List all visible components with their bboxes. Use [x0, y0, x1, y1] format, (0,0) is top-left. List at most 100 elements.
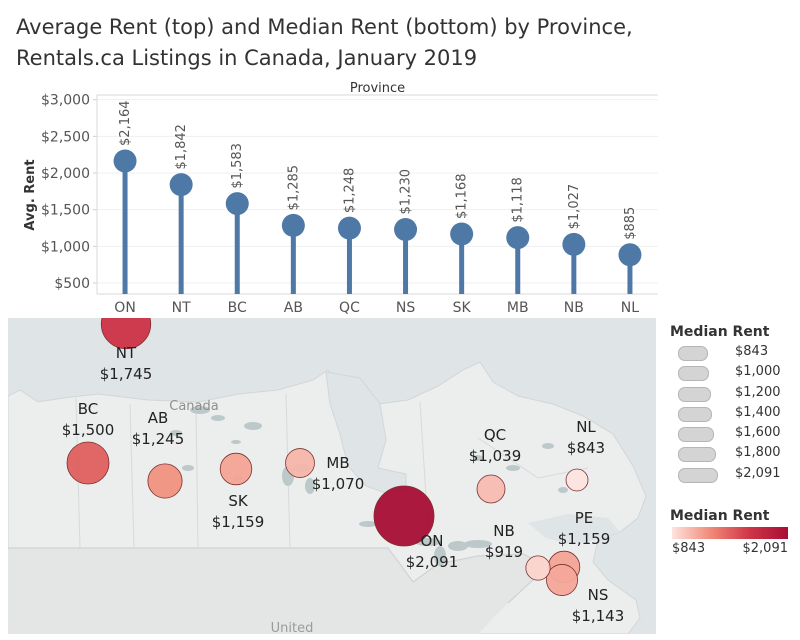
color-legend-ramp: [672, 527, 788, 539]
map-value-qc: $1,039: [469, 447, 522, 465]
value-label-ns: $1,230: [399, 169, 414, 215]
x-tick-label-on: ON: [114, 300, 136, 316]
value-label-qc: $1,248: [342, 168, 357, 214]
x-tick-label-mb: MB: [507, 300, 529, 316]
size-legend-symbol: [678, 346, 708, 361]
lollipop-dot-nt: [169, 173, 193, 197]
size-legend-entry: $1,800: [666, 444, 796, 464]
lake: [231, 440, 241, 444]
size-legend-symbol: [678, 447, 716, 463]
color-legend-max: $2,091: [742, 541, 789, 556]
color-legend-ends: $843 $2,091: [672, 539, 789, 556]
size-legend-entry: $2,091: [666, 465, 796, 485]
lollipop-dot-on: [113, 149, 137, 173]
map-label-united: United: [271, 621, 314, 634]
map-province-ab: AB: [148, 409, 169, 427]
map-value-mb: $1,070: [312, 475, 365, 493]
color-legend: Median Rent $843 $2,091: [666, 508, 796, 556]
value-label-bc: $1,583: [230, 143, 245, 189]
size-legend-label: $1,400: [735, 404, 781, 420]
x-tick-label-qc: QC: [339, 300, 360, 316]
map-province-bc: BC: [78, 400, 99, 418]
size-legend-entry: $1,000: [666, 363, 796, 383]
map-circle-on: [373, 485, 435, 547]
size-legend-symbol: [678, 366, 710, 382]
x-tick-label-ns: NS: [396, 300, 415, 316]
gulf-of-st-lawrence: [528, 514, 620, 544]
size-legend-label: $843: [735, 344, 769, 359]
map-circle-ns: [546, 564, 578, 596]
size-legend-label: $1,600: [735, 425, 781, 441]
x-tick-label-bc: BC: [228, 300, 247, 316]
y-axis-title: Avg. Rent: [23, 159, 38, 230]
value-label-sk: $1,168: [455, 174, 470, 220]
map-province-sk: SK: [228, 492, 249, 510]
color-legend-min: $843: [672, 541, 706, 556]
map-label-canada: Canada: [169, 399, 218, 414]
lake: [464, 540, 492, 548]
lake: [359, 521, 377, 527]
size-legend-label: $1,000: [735, 364, 781, 380]
lake: [211, 415, 225, 421]
size-legend-entries: $843 $1,000 $1,200 $1,400 $1,600 $1,800 $2,091: [666, 343, 796, 485]
value-label-on: $2,164: [118, 100, 133, 145]
map-circle-bc: [66, 441, 110, 485]
chart-title-line-2: Rentals.ca Listings in Canada, January 2…: [16, 46, 478, 70]
map-value-pe: $1,159: [558, 530, 611, 548]
y-tick-label: $1,000: [41, 239, 90, 255]
lake: [182, 465, 194, 471]
y-tick-label: $3,000: [41, 93, 90, 109]
map-value-nt: $1,745: [100, 365, 153, 383]
y-tick-label: $500: [54, 276, 90, 292]
lake: [542, 443, 554, 449]
color-legend-title: Median Rent: [670, 508, 770, 524]
map-circle-mb: [285, 448, 315, 478]
map-province-qc: QC: [484, 426, 506, 444]
x-tick-label-nl: NL: [621, 300, 639, 316]
lollipop-dot-sk: [450, 222, 474, 246]
size-legend-entry: $1,200: [666, 384, 796, 404]
x-tick-label-sk: SK: [453, 300, 472, 316]
lake: [305, 478, 315, 494]
lollipop-dot-qc: [337, 216, 361, 240]
chart-title-line-1: Average Rent (top) and Median Rent (bott…: [16, 15, 633, 39]
map-province-on: ON: [420, 532, 443, 550]
y-tick-label: $1,500: [41, 203, 90, 219]
province-border: [129, 403, 135, 549]
map-circle-sk: [219, 452, 253, 486]
size-legend-symbol: [678, 467, 718, 483]
lollipop-dot-ab: [281, 213, 305, 237]
size-legend-entry: $1,400: [666, 404, 796, 424]
avg-rent-lollipop-chart: Province $500 $1,000 $1,500 $2,000 $2,500 $3,0…: [23, 81, 658, 316]
size-legend: Median Rent $843 $1,000 $1,200 $1,400 $1,600…: [666, 324, 796, 485]
map-province-nb: NB: [493, 522, 515, 540]
lollipop-dot-nb: [562, 232, 586, 256]
lollipop-dot-bc: [225, 192, 249, 216]
size-legend-symbol: [678, 386, 711, 402]
map-value-on: $2,091: [406, 553, 459, 571]
lake: [558, 487, 568, 493]
x-tick-label-nt: NT: [172, 300, 191, 316]
map-circle-nl: [565, 468, 589, 492]
province-border: [195, 407, 199, 549]
size-legend-entry: $843: [666, 343, 796, 363]
map-value-nl: $843: [567, 439, 605, 457]
lake: [448, 541, 468, 551]
map-province-pe: PE: [575, 509, 594, 527]
y-tick-label: $2,000: [41, 166, 90, 182]
size-legend-symbol: [678, 427, 715, 443]
lake: [190, 406, 210, 414]
size-legend-label: $1,200: [735, 384, 781, 400]
us-land: [8, 548, 543, 634]
value-label-nb: $1,027: [567, 184, 582, 230]
value-label-ab: $1,285: [286, 165, 301, 211]
size-legend-label: $1,800: [735, 445, 781, 461]
lake: [434, 546, 446, 566]
map-province-ns: NS: [588, 586, 609, 604]
map-province-mb: MB: [326, 454, 349, 472]
y-tick-label: $2,500: [41, 129, 90, 145]
map-circle-qc: [476, 474, 506, 504]
map-circle-ab: [147, 463, 183, 499]
chart-title: Average Rent (top) and Median Rent (bott…: [16, 12, 786, 74]
